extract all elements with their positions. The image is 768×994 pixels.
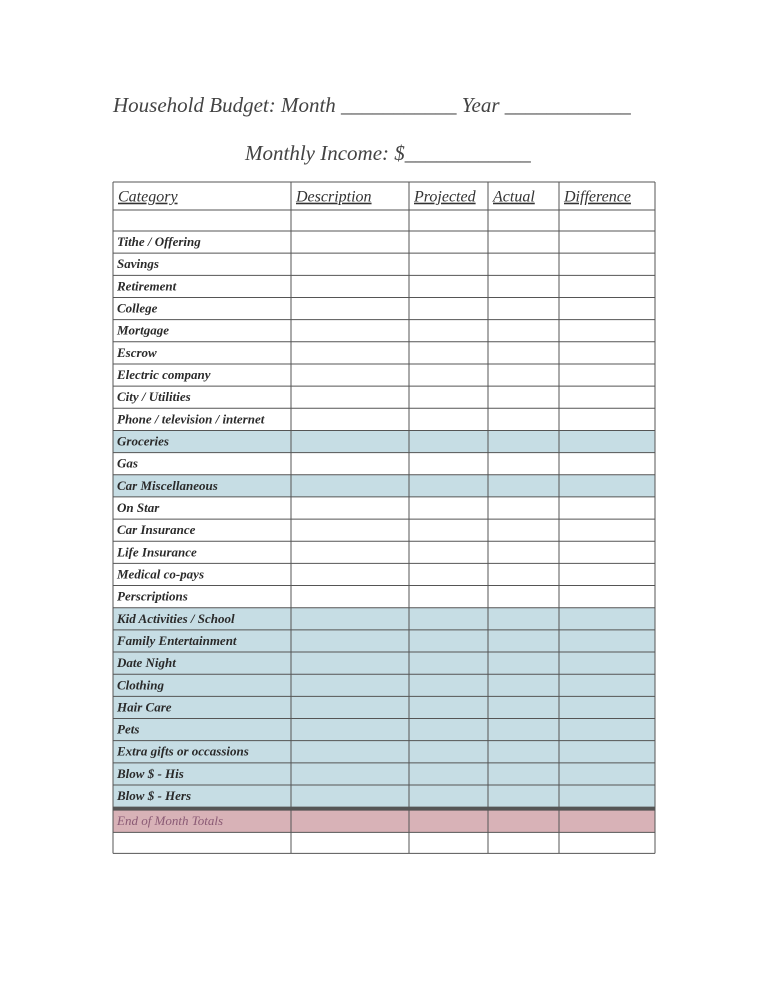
row-shade bbox=[113, 430, 655, 453]
category-label: Perscriptions bbox=[117, 589, 188, 604]
category-label: Extra gifts or occassions bbox=[116, 744, 249, 759]
category-label: Gas bbox=[117, 456, 138, 471]
category-label: Phone / television / internet bbox=[117, 411, 265, 426]
category-label: Car Miscellaneous bbox=[117, 478, 218, 493]
category-label: Electric company bbox=[116, 367, 211, 382]
row-shade bbox=[113, 607, 655, 630]
category-label: Clothing bbox=[117, 677, 164, 692]
page-title: Household Budget: Month ___________ Year… bbox=[112, 93, 631, 117]
row-shade bbox=[113, 696, 655, 719]
category-label: Retirement bbox=[116, 278, 177, 293]
category-label: Mortgage bbox=[116, 323, 169, 338]
category-label: Car Insurance bbox=[117, 522, 196, 537]
category-label: Tithe / Offering bbox=[117, 234, 201, 249]
column-header: Description bbox=[295, 189, 372, 206]
row-shade bbox=[113, 629, 655, 653]
row-shade bbox=[113, 652, 655, 675]
column-header: Difference bbox=[563, 189, 631, 206]
category-label: On Star bbox=[117, 500, 160, 515]
column-header: Projected bbox=[413, 189, 477, 206]
column-header: Actual bbox=[492, 189, 535, 206]
column-header: Category bbox=[118, 189, 178, 206]
row-shade bbox=[113, 785, 655, 808]
category-label: Hair Care bbox=[116, 699, 172, 714]
category-label: Pets bbox=[117, 722, 139, 737]
category-label: Groceries bbox=[117, 434, 169, 449]
totals-shade bbox=[113, 810, 655, 833]
category-label: Blow $ - Hers bbox=[116, 788, 191, 803]
totals-divider bbox=[113, 807, 655, 811]
category-label: Date Night bbox=[116, 655, 176, 670]
category-label: Escrow bbox=[116, 345, 157, 360]
category-label: Blow $ - His bbox=[116, 766, 184, 781]
category-label: City / Utilities bbox=[117, 389, 191, 404]
category-label: Family Entertainment bbox=[116, 633, 237, 648]
row-shade bbox=[113, 474, 655, 497]
row-shade bbox=[113, 674, 655, 697]
row-shade bbox=[113, 740, 655, 763]
row-shade bbox=[113, 718, 655, 741]
category-label: Kid Activities / School bbox=[116, 611, 235, 626]
category-label: Savings bbox=[117, 256, 159, 271]
category-label: Life Insurance bbox=[116, 544, 197, 559]
row-shade bbox=[113, 762, 655, 785]
budget-table: Category Description Projected Actual Differ… bbox=[112, 181, 656, 854]
category-label: Medical co-pays bbox=[116, 566, 204, 581]
monthly-income: Monthly Income: $____________ bbox=[244, 141, 531, 165]
totals-label: End of Month Totals bbox=[116, 813, 223, 828]
category-label: College bbox=[117, 301, 158, 316]
